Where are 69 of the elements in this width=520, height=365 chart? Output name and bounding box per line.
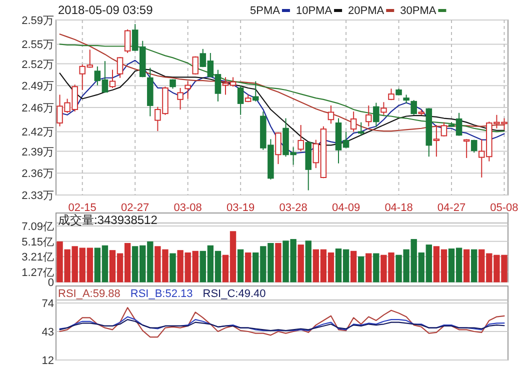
x-tick-label: 03-08 bbox=[174, 202, 202, 214]
line-series bbox=[59, 307, 505, 338]
x-tick-label: 04-27 bbox=[437, 202, 466, 214]
legend-label: 5PMA bbox=[250, 5, 281, 17]
bar bbox=[350, 250, 357, 282]
y-tick-label: 2.33万 bbox=[22, 190, 54, 202]
y-tick-label: 2.46万 bbox=[22, 102, 54, 114]
y-tick-label: 2.59万 bbox=[22, 15, 54, 27]
candlestick bbox=[184, 80, 191, 100]
candlestick bbox=[109, 69, 116, 88]
y-tick-label: 12 bbox=[42, 355, 54, 365]
y-tick-label: 2.36万 bbox=[22, 168, 54, 180]
candlestick bbox=[116, 56, 124, 78]
chart-title: 成交量:343938512 bbox=[58, 213, 158, 227]
bar bbox=[358, 256, 364, 282]
candlestick bbox=[298, 124, 304, 152]
line-series bbox=[59, 319, 505, 332]
y-tick-label: 43 bbox=[42, 326, 54, 338]
y-tick-label: 7.09亿 bbox=[22, 221, 54, 233]
candlestick bbox=[373, 102, 380, 128]
y-tick-label: 1.27亿 bbox=[22, 266, 54, 279]
candlestick bbox=[440, 122, 448, 137]
candlestick bbox=[177, 87, 184, 110]
candlestick bbox=[170, 78, 176, 90]
x-tick-label: 02-15 bbox=[68, 202, 96, 214]
legend-label: 30PMA bbox=[400, 5, 437, 17]
bar bbox=[463, 249, 470, 282]
chart-title: 2018-05-09 03:59 bbox=[58, 3, 154, 17]
series-label: RSI_B:52.13 bbox=[130, 288, 193, 300]
bar bbox=[245, 252, 252, 282]
text: RSI_C:49.40 bbox=[202, 288, 266, 300]
bar bbox=[298, 244, 304, 282]
candlestick bbox=[470, 139, 478, 154]
y-tick-label: 2.39万 bbox=[22, 146, 54, 158]
candlestick bbox=[124, 28, 131, 54]
candlestick bbox=[275, 132, 282, 165]
bar bbox=[366, 253, 372, 282]
bar bbox=[170, 253, 176, 282]
candlestick bbox=[252, 80, 259, 102]
candlestick bbox=[237, 84, 244, 116]
candlestick bbox=[358, 122, 364, 136]
bar bbox=[237, 249, 244, 282]
candlestick bbox=[410, 100, 417, 116]
candlestick bbox=[350, 111, 357, 132]
x-tick-label: 02-27 bbox=[121, 202, 150, 214]
candlestick bbox=[328, 104, 334, 124]
y-tick-label: 2.52万 bbox=[22, 58, 54, 71]
bar bbox=[305, 240, 312, 282]
y-tick-label: 3.21亿 bbox=[22, 252, 54, 264]
legend-label: 20PMA bbox=[348, 5, 385, 17]
x-tick-label: 05-08 bbox=[490, 202, 518, 214]
bar bbox=[373, 253, 380, 282]
x-tick-label: 04-18 bbox=[384, 202, 413, 214]
series-label: RSI_A:59.88 bbox=[58, 288, 120, 300]
candlestick bbox=[433, 124, 440, 158]
bar bbox=[471, 249, 478, 282]
y-tick-label: 0 bbox=[48, 277, 54, 289]
y-tick-label: 74 bbox=[42, 298, 54, 310]
candlestick bbox=[365, 104, 372, 127]
x-tick-label: 03-19 bbox=[226, 202, 255, 214]
y-tick-label: 5.15亿 bbox=[22, 236, 54, 248]
x-tick-label: 03-28 bbox=[279, 202, 308, 214]
legend-label: 10PMA bbox=[296, 5, 333, 17]
y-tick-label: 2.55万 bbox=[22, 39, 54, 52]
x-tick-label: 04-09 bbox=[332, 202, 360, 214]
candlestick bbox=[380, 102, 387, 116]
y-tick-label: 2.49万 bbox=[22, 80, 54, 93]
bar bbox=[275, 243, 282, 282]
y-tick-label: 2.42万 bbox=[22, 126, 54, 139]
